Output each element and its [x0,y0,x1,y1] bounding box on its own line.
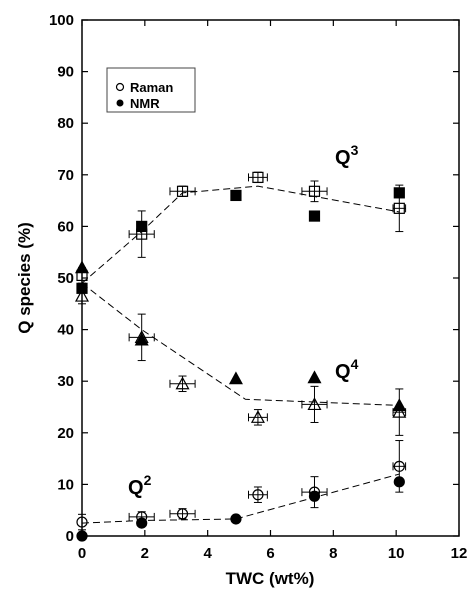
point [175,376,190,390]
y-tick-label: 20 [57,425,74,442]
x-tick-label: 8 [329,545,337,562]
y-tick-label: 100 [49,12,74,29]
point [136,220,148,232]
x-tick-label: 0 [78,545,86,562]
point [76,530,88,542]
annotation: Q4 [335,356,359,383]
point [308,210,321,222]
y-tick-label: 10 [57,476,74,493]
legend-marker [115,82,125,92]
legend-label: Raman [130,80,173,95]
legend-label: NMR [130,96,160,111]
point [74,288,90,302]
fit-line [81,282,400,406]
point [392,398,407,412]
point [308,185,321,197]
annotation-base: Q [128,477,144,499]
annotation-sup: 3 [351,142,359,158]
x-tick-label: 2 [141,545,149,562]
point [392,404,407,418]
annotation-base: Q [335,147,351,169]
point [393,460,405,472]
legend-marker [116,99,124,107]
point [393,187,405,199]
y-tick-label: 80 [57,115,74,132]
point [307,397,322,411]
annotation: Q3 [335,142,359,169]
y-tick-label: 60 [57,218,74,235]
x-tick-label: 12 [451,545,468,562]
point [308,490,321,502]
y-tick-label: 90 [57,64,74,81]
annotation-sup: 2 [144,472,152,488]
point [250,410,265,423]
point [252,489,264,501]
point [134,332,149,346]
y-tick-label: 70 [57,167,74,184]
point [230,513,242,525]
point [393,476,405,488]
y-tick-label: 0 [66,528,74,545]
point [307,370,322,384]
point [252,171,264,183]
point [76,516,88,528]
point [230,189,242,202]
x-tick-label: 10 [388,545,405,562]
y-axis-label: Q species (%) [15,222,34,334]
annotation: Q2 [128,472,152,499]
y-tick-label: 40 [57,322,74,339]
point [136,517,148,529]
point [176,508,189,520]
point [74,260,90,274]
y-tick-label: 30 [57,373,74,390]
y-tick-label: 50 [57,270,74,287]
point [228,371,243,385]
x-tick-label: 6 [266,545,274,562]
annotation-sup: 4 [351,356,359,372]
point [176,185,189,197]
x-axis-label: TWC (wt%) [226,569,315,588]
x-tick-label: 4 [203,545,212,562]
annotation-base: Q [335,361,351,383]
point [393,202,405,214]
